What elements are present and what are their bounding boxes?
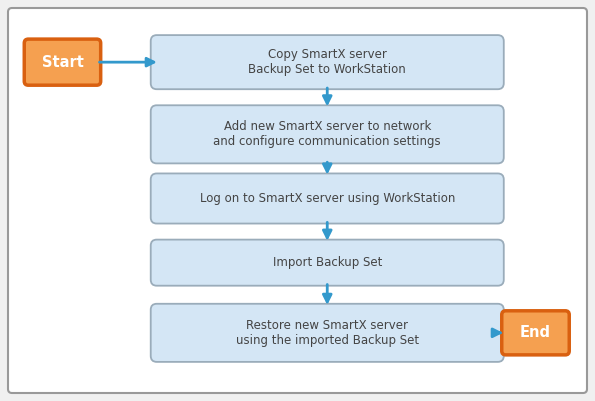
Text: Log on to SmartX server using WorkStation: Log on to SmartX server using WorkStatio…: [199, 192, 455, 205]
FancyBboxPatch shape: [151, 304, 504, 362]
FancyBboxPatch shape: [24, 39, 101, 85]
FancyBboxPatch shape: [151, 35, 504, 89]
FancyBboxPatch shape: [151, 240, 504, 286]
Text: Add new SmartX server to network
and configure communication settings: Add new SmartX server to network and con…: [214, 120, 441, 148]
Text: Import Backup Set: Import Backup Set: [273, 256, 382, 269]
Text: Copy SmartX server
Backup Set to WorkStation: Copy SmartX server Backup Set to WorkSta…: [248, 48, 406, 76]
FancyBboxPatch shape: [8, 8, 587, 393]
Text: Restore new SmartX server
using the imported Backup Set: Restore new SmartX server using the impo…: [236, 319, 419, 347]
Text: End: End: [520, 325, 551, 340]
FancyBboxPatch shape: [151, 105, 504, 163]
Text: Start: Start: [42, 55, 83, 70]
FancyBboxPatch shape: [502, 311, 569, 355]
FancyBboxPatch shape: [151, 174, 504, 223]
